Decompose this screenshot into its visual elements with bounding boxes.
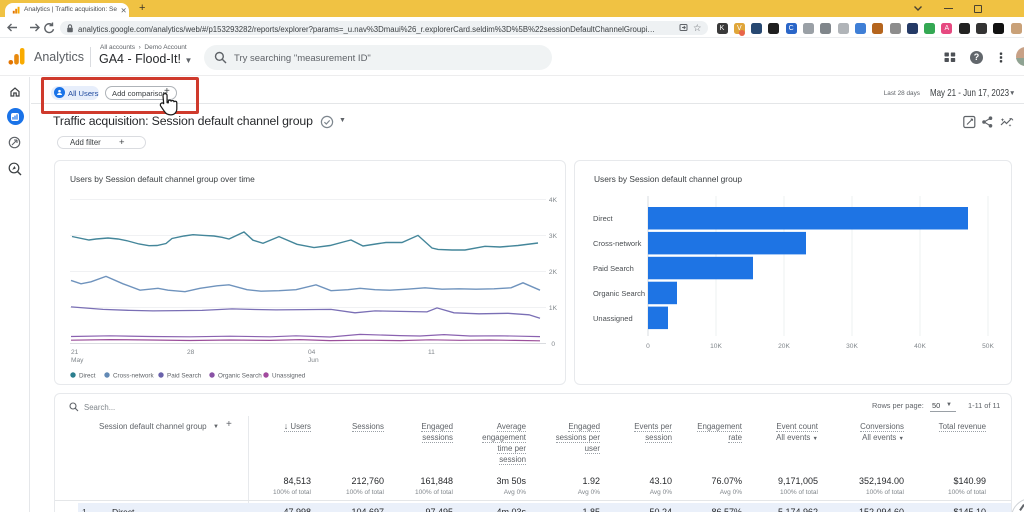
svg-text:30K: 30K — [846, 343, 858, 350]
svg-text:50K: 50K — [982, 343, 994, 350]
svg-text:Organic Search: Organic Search — [593, 289, 645, 298]
svg-text:0: 0 — [551, 341, 555, 348]
svg-text:40K: 40K — [914, 343, 926, 350]
svg-text:Jun: Jun — [308, 357, 319, 364]
svg-text:Organic Search: Organic Search — [218, 373, 262, 380]
svg-text:10K: 10K — [710, 343, 722, 350]
svg-text:28: 28 — [187, 349, 195, 356]
svg-text:Paid Search: Paid Search — [593, 264, 634, 273]
svg-text:1K: 1K — [549, 305, 558, 312]
svg-text:04: 04 — [308, 349, 316, 356]
svg-text:May: May — [71, 357, 84, 364]
svg-text:20K: 20K — [778, 343, 790, 350]
svg-text:Unassigned: Unassigned — [272, 373, 306, 380]
svg-text:Direct: Direct — [79, 373, 96, 380]
svg-text:Paid Search: Paid Search — [167, 373, 202, 380]
svg-text:11: 11 — [428, 349, 435, 356]
svg-text:Cross-network: Cross-network — [593, 239, 642, 248]
svg-text:21: 21 — [71, 349, 79, 356]
svg-text:Cross-network: Cross-network — [113, 373, 154, 380]
svg-text:Direct: Direct — [593, 214, 614, 223]
svg-text:2K: 2K — [549, 269, 558, 276]
svg-text:3K: 3K — [549, 233, 558, 240]
svg-text:4K: 4K — [549, 197, 558, 204]
svg-text:Unassigned: Unassigned — [593, 314, 633, 323]
svg-text:0: 0 — [646, 343, 650, 350]
